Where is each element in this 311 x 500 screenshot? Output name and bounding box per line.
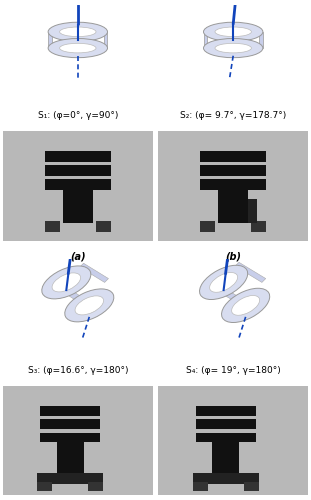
Ellipse shape: [215, 44, 251, 53]
Bar: [96, 221, 111, 232]
Bar: [45, 165, 111, 176]
Ellipse shape: [200, 266, 248, 300]
Bar: [40, 406, 100, 416]
Ellipse shape: [203, 22, 263, 42]
Ellipse shape: [48, 22, 108, 42]
Bar: [196, 406, 256, 416]
Bar: [200, 180, 266, 190]
Polygon shape: [54, 282, 83, 302]
Bar: [200, 165, 266, 176]
Ellipse shape: [203, 38, 263, 58]
Bar: [45, 151, 111, 162]
Bar: [208, 484, 244, 490]
Polygon shape: [104, 32, 108, 48]
Bar: [57, 442, 84, 476]
Bar: [37, 473, 103, 484]
Ellipse shape: [48, 38, 108, 58]
Bar: [248, 199, 257, 223]
Ellipse shape: [42, 266, 91, 299]
Bar: [218, 190, 248, 223]
Bar: [53, 484, 88, 490]
Polygon shape: [80, 264, 109, 282]
Bar: [244, 482, 258, 490]
Text: S₃: (φ=16.6°, γ=180°): S₃: (φ=16.6°, γ=180°): [28, 366, 128, 375]
Ellipse shape: [52, 273, 81, 292]
Bar: [45, 180, 111, 190]
Text: (b): (b): [225, 252, 241, 262]
Ellipse shape: [215, 27, 251, 36]
Bar: [40, 432, 100, 442]
Bar: [88, 482, 103, 490]
Polygon shape: [259, 32, 263, 48]
Polygon shape: [235, 262, 266, 282]
Bar: [212, 442, 239, 476]
Bar: [193, 473, 258, 484]
Text: S₂: (φ= 9.7°, γ=178.7°): S₂: (φ= 9.7°, γ=178.7°): [180, 112, 286, 120]
Ellipse shape: [60, 44, 96, 53]
Ellipse shape: [75, 296, 104, 315]
Bar: [196, 420, 256, 430]
Bar: [200, 151, 266, 162]
Bar: [37, 482, 53, 490]
Bar: [40, 420, 100, 430]
Ellipse shape: [232, 296, 260, 316]
Ellipse shape: [65, 289, 114, 322]
Bar: [251, 221, 266, 232]
Ellipse shape: [221, 288, 270, 322]
Ellipse shape: [210, 272, 238, 292]
Bar: [63, 190, 93, 223]
Bar: [193, 482, 208, 490]
Text: S₄: (φ= 19°, γ=180°): S₄: (φ= 19°, γ=180°): [186, 366, 281, 375]
Polygon shape: [48, 32, 52, 48]
Bar: [200, 221, 215, 232]
Polygon shape: [203, 32, 207, 48]
Text: S₁: (φ=0°, γ=90°): S₁: (φ=0°, γ=90°): [38, 112, 118, 120]
Text: (a): (a): [70, 252, 86, 262]
Bar: [196, 432, 256, 442]
Polygon shape: [209, 282, 240, 302]
Ellipse shape: [60, 27, 96, 36]
Bar: [45, 221, 60, 232]
